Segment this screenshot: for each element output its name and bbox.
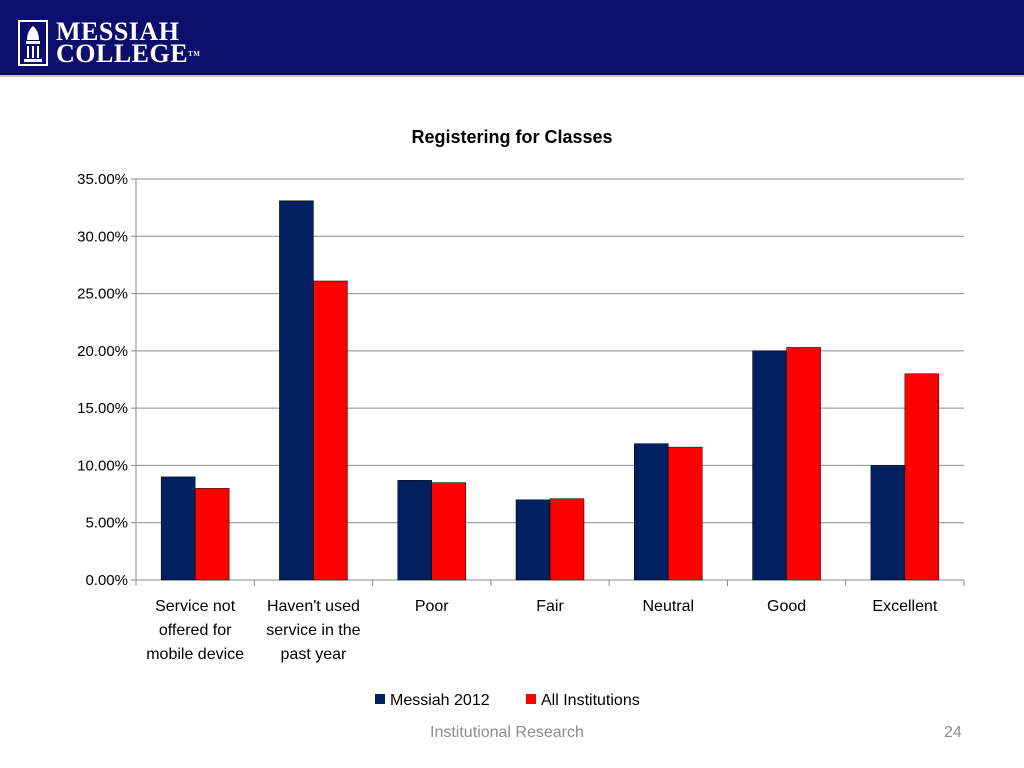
bar-messiah-2012: [515, 499, 551, 581]
page-number: 24: [944, 724, 962, 741]
bar-all-institutions: [668, 446, 703, 581]
x-tick-label: mobile device: [146, 646, 244, 663]
bar-all-institutions: [194, 488, 230, 581]
y-tick-label: 25.00%: [77, 286, 128, 303]
x-tick-label: Neutral: [642, 598, 694, 615]
bar-messiah-2012: [752, 350, 787, 581]
x-tick-label: Good: [767, 598, 806, 615]
y-tick-label: 20.00%: [77, 343, 128, 360]
bar-all-institutions: [904, 373, 940, 581]
x-tick-label: Fair: [536, 598, 564, 615]
bar-messiah-2012: [160, 476, 196, 581]
y-tick-label: 10.00%: [77, 457, 128, 474]
x-tick-label: Service not: [155, 598, 236, 615]
legend-label: All Institutions: [541, 692, 640, 709]
bar-all-institutions: [431, 482, 466, 581]
x-tick-label: Haven't used: [267, 598, 360, 615]
bar-all-institutions: [786, 347, 821, 581]
y-tick-label: 15.00%: [77, 400, 128, 417]
bar-messiah-2012: [870, 465, 906, 581]
footer-text: Institutional Research: [430, 724, 584, 741]
bar-all-institutions: [313, 280, 348, 581]
bar-messiah-2012: [634, 443, 669, 581]
y-tick-label: 0.00%: [85, 572, 128, 589]
x-tick-label: offered for: [159, 622, 232, 639]
logo-line-2: COLLEGE: [56, 39, 189, 68]
y-tick-label: 5.00%: [85, 515, 128, 532]
legend-swatch: [526, 694, 536, 704]
header-banner: MESSIAH COLLEGETM: [0, 0, 1024, 77]
bar-all-institutions: [549, 498, 585, 581]
bar-messiah-2012: [397, 480, 432, 581]
logo-line-1: MESSIAH: [56, 17, 180, 46]
y-tick-label: 35.00%: [77, 171, 128, 188]
bar-messiah-2012: [279, 200, 314, 581]
chart-title: Registering for Classes: [411, 127, 612, 147]
logo-wordmark: MESSIAH COLLEGETM: [56, 17, 201, 68]
x-tick-label: service in the: [266, 622, 360, 639]
logo-trademark: TM: [188, 50, 201, 58]
college-logo: MESSIAH COLLEGETM: [18, 18, 200, 68]
x-tick-label: Poor: [415, 598, 449, 615]
y-tick-label: 30.00%: [77, 228, 128, 245]
legend-swatch: [375, 694, 385, 704]
x-tick-label: Excellent: [872, 598, 937, 615]
x-tick-label: past year: [281, 646, 347, 663]
bell-tower-logo-icon: [18, 20, 48, 66]
legend-label: Messiah 2012: [390, 692, 490, 709]
